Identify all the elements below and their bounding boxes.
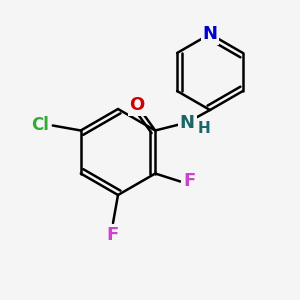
Text: F: F	[107, 226, 119, 244]
Text: N: N	[180, 113, 195, 131]
Text: Cl: Cl	[31, 116, 49, 134]
Text: H: H	[197, 121, 210, 136]
Text: O: O	[130, 97, 145, 115]
Text: N: N	[202, 25, 217, 43]
Text: F: F	[183, 172, 196, 190]
